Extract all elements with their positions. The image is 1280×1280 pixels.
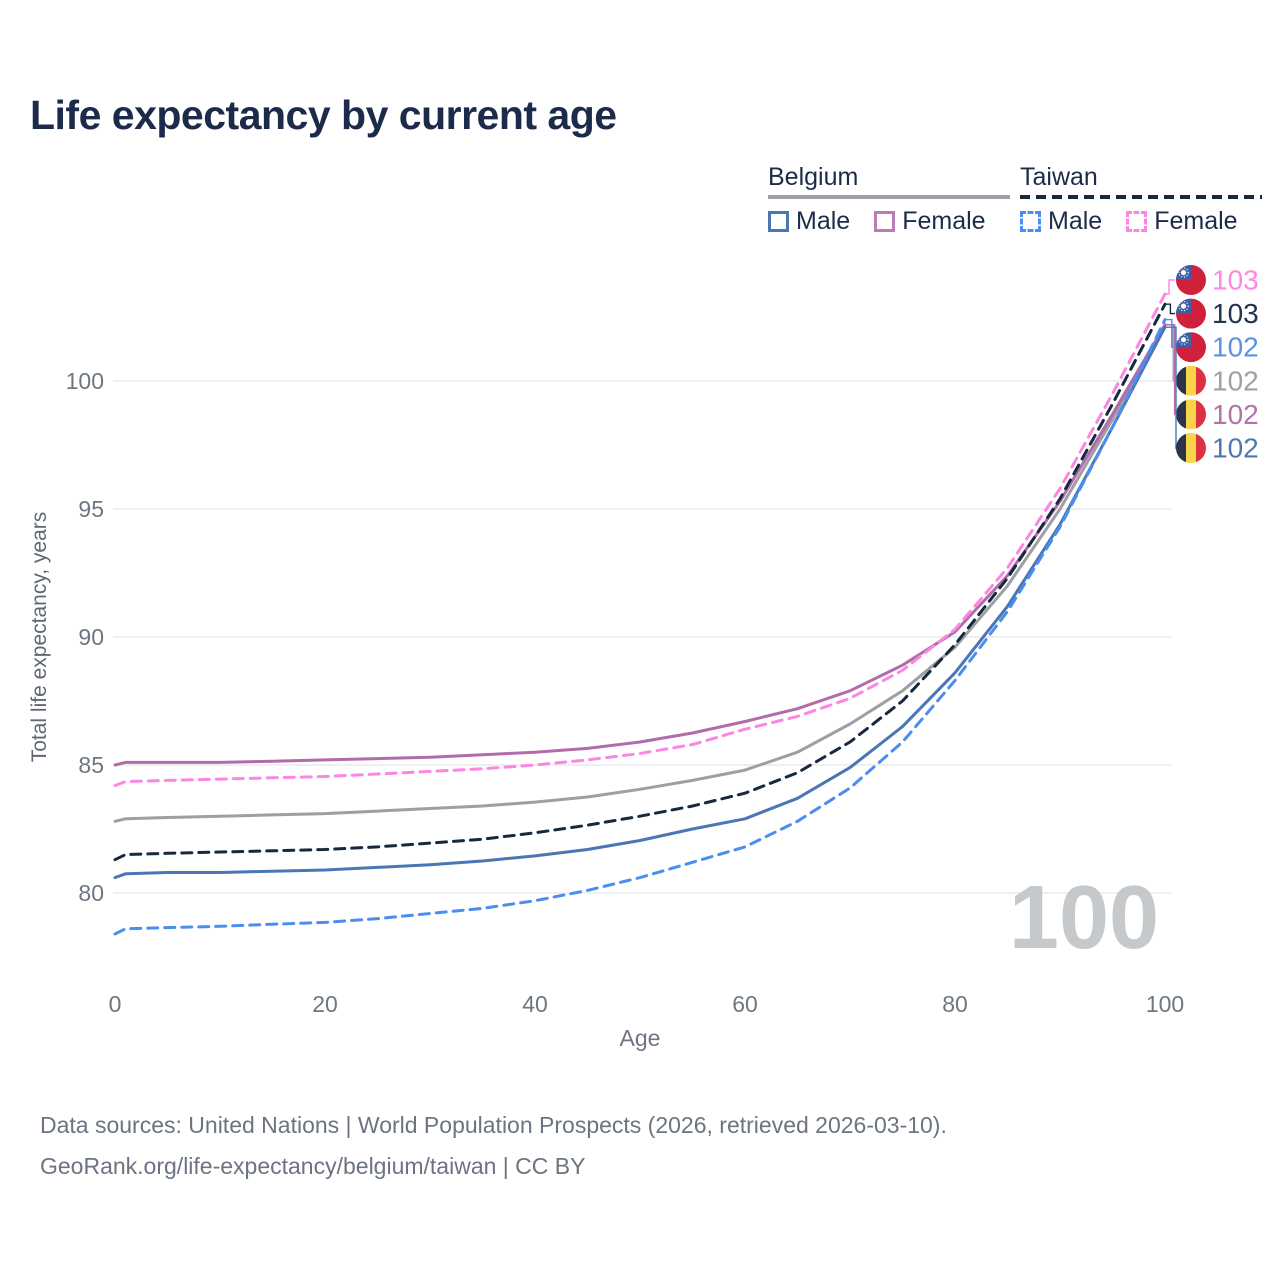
age-watermark: 100: [1009, 868, 1159, 968]
legend-label-taiwan-male[interactable]: Male: [1048, 207, 1103, 235]
series-taiwan-male: [113, 318, 1167, 936]
x-tick-label-0: 0: [109, 991, 122, 1017]
belgium-flag-icon: [1176, 365, 1206, 396]
legend-label-belgium-male[interactable]: Male: [796, 207, 851, 235]
legend-swatch-belgium-female[interactable]: [874, 211, 896, 232]
legend-group-belgium-label: Belgium: [768, 163, 859, 191]
series-taiwan-female: [113, 292, 1167, 787]
page-title: Life expectancy by current age: [30, 92, 617, 138]
belgium-flag-icon: [1176, 433, 1206, 463]
taiwan-flag-icon: [1176, 298, 1206, 329]
end-value-label-taiwan-female: 103: [1212, 265, 1259, 296]
legend-swatch-belgium-male[interactable]: [768, 211, 789, 232]
series-belgium-female: [113, 323, 1167, 767]
end-connector-taiwan-female: [1166, 279, 1175, 295]
series-taiwan-total: [113, 302, 1167, 862]
y-tick-label-90: 90: [78, 624, 104, 650]
end-value-label-taiwan-total: 103: [1212, 298, 1259, 329]
legend-group-belgium: Belgium Male Female: [768, 163, 1010, 236]
y-tick-label-85: 85: [78, 752, 104, 778]
legend-label-taiwan-female[interactable]: Female: [1154, 207, 1238, 235]
y-axis-title: Total life expectancy, years: [28, 512, 51, 763]
legend-group-taiwan-label: Taiwan: [1020, 163, 1098, 191]
legend-taiwan-line-style: [1020, 195, 1262, 199]
x-tick-label-20: 20: [312, 991, 338, 1017]
chart-legend: Belgium Male Female Taiwan Male Female: [0, 163, 1280, 243]
end-value-label-belgium-female: 102: [1212, 399, 1259, 430]
x-tick-label-40: 40: [522, 991, 548, 1017]
belgium-flag-icon: [1176, 399, 1206, 430]
end-value-label-taiwan-male: 102: [1212, 332, 1259, 363]
end-connector-belgium-male: [1166, 326, 1177, 449]
legend-swatch-taiwan-male[interactable]: [1020, 211, 1041, 232]
life-expectancy-line-chart: 100 80 85 90 95 100 0 20 40 60 80 100 Age Total life …: [28, 265, 1259, 1052]
series-belgium-total: [113, 323, 1167, 823]
end-connector-belgium-total: [1166, 324, 1175, 382]
taiwan-flag-icon: [1176, 265, 1206, 295]
x-tick-label-60: 60: [732, 991, 758, 1017]
legend-label-belgium-female[interactable]: Female: [902, 207, 986, 235]
end-value-label-belgium-male: 102: [1212, 433, 1259, 464]
taiwan-flag-icon: [1176, 332, 1206, 363]
legend-belgium-line-style: [768, 195, 1010, 199]
footer-attribution-link[interactable]: GeoRank.org/life-expectancy/belgium/taiw…: [40, 1153, 586, 1179]
y-tick-label-80: 80: [78, 880, 104, 906]
y-tick-label-95: 95: [78, 496, 104, 522]
x-axis-title: Age: [620, 1025, 661, 1051]
footer: Data sources: United Nations | World Pop…: [40, 1105, 947, 1187]
series-belgium-male: [113, 325, 1167, 880]
end-connector-taiwan-total: [1166, 303, 1175, 315]
x-tick-label-100: 100: [1146, 991, 1184, 1017]
legend-group-taiwan: Taiwan Male Female: [1020, 163, 1262, 236]
x-tick-label-80: 80: [942, 991, 968, 1017]
end-value-label-belgium-total: 102: [1212, 365, 1259, 396]
end-connector-belgium-female: [1166, 324, 1176, 416]
y-tick-label-100: 100: [66, 368, 104, 394]
footer-data-sources: Data sources: United Nations | World Pop…: [40, 1112, 947, 1138]
legend-swatch-taiwan-female[interactable]: [1126, 211, 1148, 232]
